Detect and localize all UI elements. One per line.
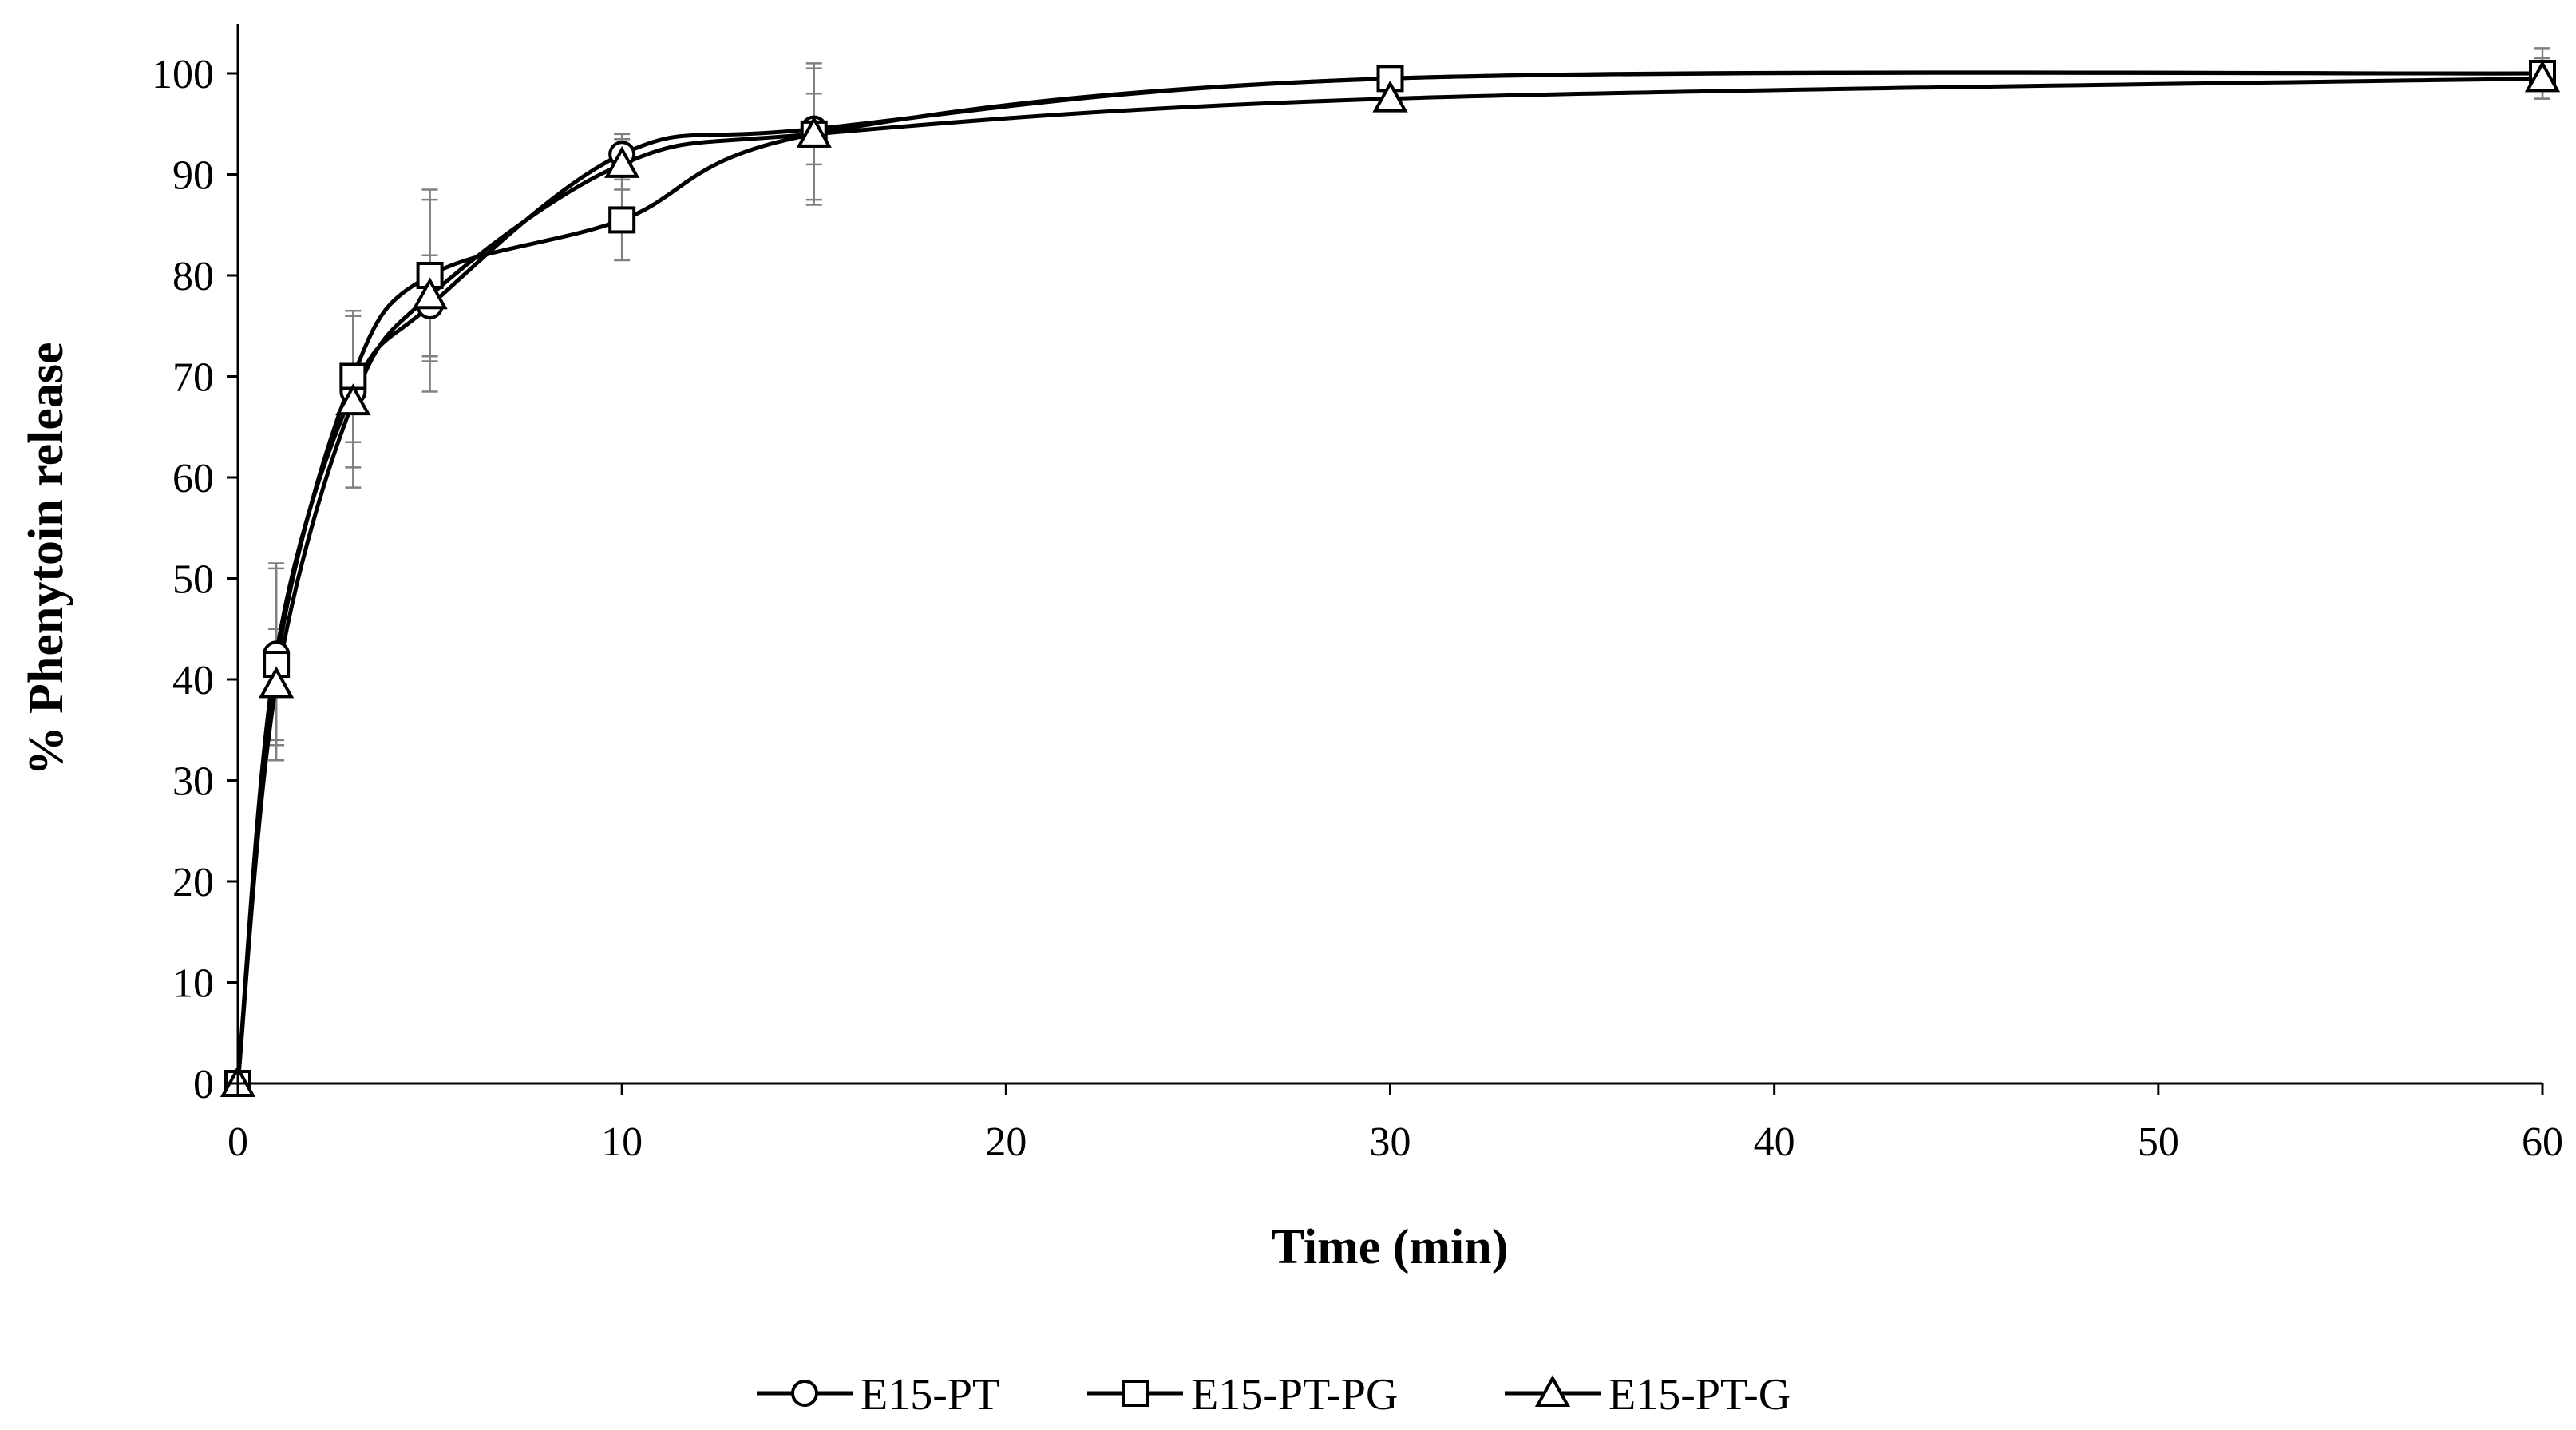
series-markers (220, 60, 2561, 1097)
x-tick-label: 0 (228, 1119, 248, 1165)
y-tick-label: 10 (172, 961, 214, 1007)
data-point-triangle (258, 666, 295, 699)
data-point-triangle (796, 116, 832, 148)
y-tick-label: 0 (193, 1062, 214, 1107)
data-point-triangle (1372, 80, 1408, 113)
legend-label: E15-PT-PG (1191, 1370, 1398, 1420)
data-point-triangle (604, 145, 640, 178)
x-tick-label: 20 (985, 1119, 1027, 1165)
series-line-triangle (235, 76, 2543, 1084)
legend: E15-PT E15-PT-PG E15-PT-G (757, 1370, 1791, 1420)
legend-marker-triangle (1534, 1375, 1571, 1407)
y-tick-label: 50 (172, 557, 214, 603)
y-tick-label: 100 (152, 52, 214, 97)
series-lines (235, 70, 2543, 1084)
data-point-triangle (335, 383, 371, 416)
x-axis-title: Time (min) (1272, 1220, 1509, 1274)
x-tick-label: 60 (2522, 1119, 2563, 1165)
legend-label: E15-PT-G (1609, 1370, 1791, 1420)
legend-marker-square (1122, 1380, 1149, 1407)
legend-label: E15-PT (861, 1370, 999, 1420)
y-tick-label: 70 (172, 355, 214, 401)
series-line-circle (235, 70, 2543, 1084)
y-axis-title: % Phenytoin release (19, 342, 73, 775)
data-point-triangle (2524, 60, 2561, 93)
y-tick-label: 30 (172, 759, 214, 805)
y-tick-label: 90 (172, 153, 214, 199)
x-tick-label: 10 (601, 1119, 643, 1165)
ticks: 0 10 20 30 40 50 60 70 80 90 100 0 10 20 30 40 50 60 (152, 52, 2563, 1165)
x-tick-label: 40 (1754, 1119, 1795, 1165)
y-tick-label: 60 (172, 456, 214, 501)
series-line-square (235, 70, 2543, 1084)
y-tick-label: 20 (172, 860, 214, 905)
x-tick-label: 50 (2138, 1119, 2179, 1165)
legend-marker-circle (791, 1380, 818, 1407)
data-point-square (608, 206, 636, 234)
data-point-triangle (412, 277, 448, 310)
y-tick-label: 80 (172, 254, 214, 299)
y-tick-label: 40 (172, 658, 214, 703)
x-tick-label: 30 (1370, 1119, 1411, 1165)
